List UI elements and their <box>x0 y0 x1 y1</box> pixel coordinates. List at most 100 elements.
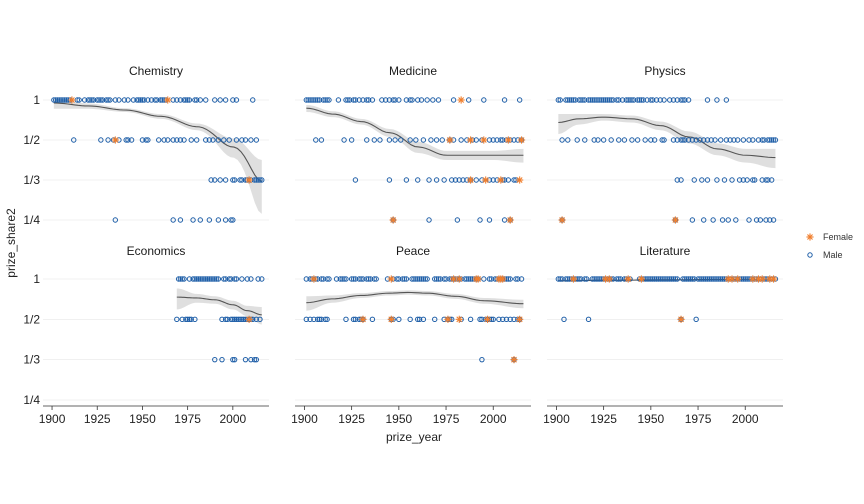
female-point <box>517 136 526 144</box>
female-mark-stroke <box>246 316 253 323</box>
male-point <box>177 217 184 223</box>
male-point <box>409 97 415 103</box>
x-tick-label: 1975 <box>433 412 460 426</box>
female-point <box>516 176 524 184</box>
female-point <box>446 136 454 144</box>
male-point <box>460 177 466 183</box>
male-point <box>188 137 194 143</box>
male-point <box>464 276 470 282</box>
male-point <box>343 276 349 282</box>
male-point <box>610 97 616 103</box>
male-point <box>253 177 260 183</box>
male-point <box>687 276 694 282</box>
male-point <box>767 137 773 143</box>
male-point <box>589 97 596 103</box>
male-point <box>725 217 731 223</box>
x-tick-label: 2000 <box>219 412 246 426</box>
male-point <box>203 276 209 282</box>
male-point <box>644 97 650 103</box>
female-point <box>444 315 452 323</box>
male-point <box>407 137 413 143</box>
male-point <box>631 97 637 103</box>
male-point <box>99 97 106 103</box>
male-point <box>606 97 613 103</box>
male-point <box>604 97 611 103</box>
male-point <box>441 177 447 183</box>
male-point <box>396 276 402 282</box>
male-point <box>193 97 200 103</box>
male-point <box>326 276 332 282</box>
male-point <box>763 217 769 223</box>
male-point <box>674 276 680 282</box>
female-point <box>769 275 778 283</box>
male-point <box>112 217 119 223</box>
male-point <box>665 276 671 282</box>
male-point <box>433 137 440 143</box>
female-point <box>637 275 645 283</box>
male-point <box>96 97 102 103</box>
male-point <box>650 276 656 282</box>
male-point <box>203 97 209 103</box>
male-point <box>717 137 724 143</box>
male-point <box>221 276 227 282</box>
male-point <box>617 276 624 282</box>
male-point <box>761 137 767 143</box>
male-point <box>695 276 701 282</box>
x-tick-label: 1900 <box>291 412 318 426</box>
male-point <box>772 137 779 143</box>
male-point <box>689 217 696 223</box>
male-point <box>449 177 455 183</box>
legend-label: Female <box>823 232 853 242</box>
male-point <box>177 276 184 282</box>
male-point <box>373 276 379 282</box>
y-tick-label: 1 <box>33 93 40 107</box>
male-point <box>563 97 569 103</box>
male-point <box>682 276 688 282</box>
male-point <box>418 97 425 103</box>
female-point <box>758 275 766 283</box>
male-point <box>352 276 359 282</box>
female-point <box>455 275 463 283</box>
female-mark-stroke <box>672 217 679 223</box>
male-point <box>629 137 635 143</box>
male-point <box>212 356 218 363</box>
male-point <box>184 316 191 323</box>
female-mark-stroke <box>112 137 119 143</box>
male-point <box>61 97 68 103</box>
male-point <box>435 97 442 103</box>
male-point <box>352 316 359 323</box>
male-point <box>226 276 232 282</box>
male-point <box>204 276 211 282</box>
male-point <box>333 276 340 282</box>
smooth-line <box>176 296 262 316</box>
male-point <box>413 276 419 282</box>
male-point <box>235 316 241 323</box>
smooth-line <box>53 102 263 182</box>
male-point <box>717 276 724 282</box>
male-point <box>578 276 584 282</box>
male-point <box>670 137 677 143</box>
male-point <box>770 137 777 143</box>
male-point <box>231 356 238 363</box>
male-point <box>199 276 205 282</box>
male-point <box>572 97 579 103</box>
male-point <box>409 276 415 282</box>
male-point <box>233 97 240 103</box>
male-point <box>597 97 603 103</box>
male-point <box>433 276 440 282</box>
y-tick-label: 1/2 <box>23 133 40 147</box>
female-mark-stroke <box>450 276 457 282</box>
male-point <box>217 177 223 183</box>
male-point <box>71 137 77 143</box>
male-point <box>161 137 167 143</box>
male-point <box>488 276 495 282</box>
male-point <box>648 137 654 143</box>
male-point <box>568 97 575 103</box>
male-point <box>253 316 260 323</box>
male-point <box>197 276 203 282</box>
female-mark-stroke <box>729 276 735 282</box>
male-point <box>364 137 370 143</box>
male-point <box>467 316 474 323</box>
smooth-line <box>558 116 776 159</box>
legend-label: Male <box>823 250 843 260</box>
